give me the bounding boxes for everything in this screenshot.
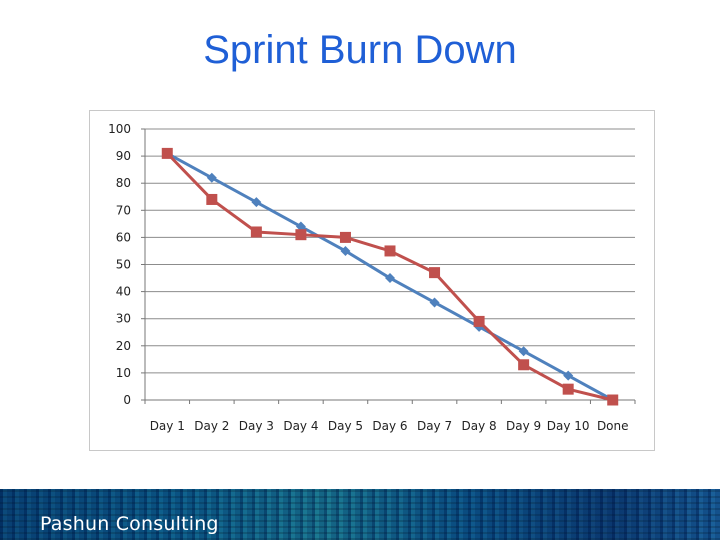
- x-tick-label: Day 6: [372, 419, 407, 433]
- x-tick-labels: Day 1 Day 2 Day 3 Day 4 Day 5 Day 6 Day 7 Day 8…: [150, 419, 629, 433]
- series-2: [161, 147, 619, 406]
- data-point: [518, 346, 529, 357]
- y-tick-label: 0: [123, 393, 131, 407]
- data-point: [563, 370, 574, 381]
- data-point: [429, 267, 441, 279]
- data-point: [295, 229, 307, 241]
- x-tick-label: Day 5: [328, 419, 363, 433]
- axes: [141, 128, 636, 404]
- y-tick-label: 50: [116, 258, 131, 272]
- data-point: [429, 297, 440, 308]
- y-tick-label: 70: [116, 203, 131, 217]
- data-point: [339, 231, 351, 243]
- data-point: [251, 197, 262, 208]
- data-point: [607, 394, 619, 406]
- data-point: [161, 147, 173, 159]
- data-point: [340, 245, 351, 256]
- x-tick-label: Day 1: [150, 419, 185, 433]
- x-tick-label: Day 2: [194, 419, 229, 433]
- x-tick-label: Done: [597, 419, 629, 433]
- y-tick-label: 20: [116, 339, 131, 353]
- data-point: [206, 193, 218, 205]
- x-tick-label: Day 4: [283, 419, 318, 433]
- data-point: [473, 315, 485, 327]
- y-tick-label: 100: [108, 122, 131, 136]
- slide-title: Sprint Burn Down: [203, 28, 517, 72]
- y-tick-label: 40: [116, 285, 131, 299]
- data-point: [250, 226, 262, 238]
- series-1: [162, 148, 618, 405]
- x-tick-label: Day 7: [417, 419, 452, 433]
- data-point: [385, 273, 395, 284]
- y-tick-label: 80: [116, 176, 131, 190]
- series: [161, 147, 619, 406]
- x-tick-label: Day 9: [506, 419, 541, 433]
- footer-banner: Pashun Consulting: [0, 489, 720, 540]
- y-tick-label: 30: [116, 312, 131, 326]
- data-point: [206, 172, 217, 183]
- x-tick-label: Day 10: [547, 419, 590, 433]
- y-tick-label: 60: [116, 230, 131, 244]
- chart-area: 0 10 20 30 40 50 60 70 80 90 100 Day 1 Day 2 Day 3 Da…: [89, 110, 655, 451]
- x-tick-label: Day 8: [462, 419, 497, 433]
- data-point: [518, 359, 530, 371]
- data-point: [562, 383, 574, 395]
- y-tick-label: 10: [116, 366, 131, 380]
- data-point: [295, 221, 306, 232]
- footer-brand: Pashun Consulting: [40, 513, 219, 535]
- y-tick-label: 90: [116, 149, 131, 163]
- data-point: [384, 245, 396, 257]
- y-tick-labels: 0 10 20 30 40 50 60 70 80 90 100: [108, 122, 131, 407]
- x-tick-label: Day 3: [239, 419, 274, 433]
